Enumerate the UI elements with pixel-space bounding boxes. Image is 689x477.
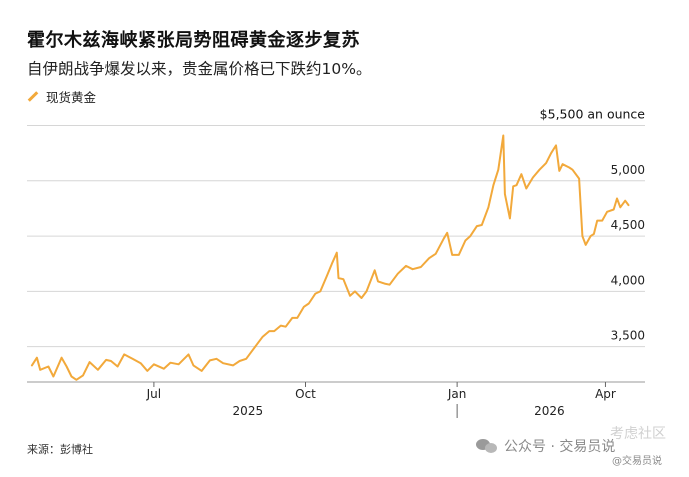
series-line-spot-gold [30,134,630,381]
year-label: 2025 [233,404,264,418]
x-tick-label: Apr [595,387,616,401]
watermark-faint: 考虑社区 [610,426,666,442]
y-unit-label: $5,500 an ounce [540,107,646,122]
y-tick-label: 4,500 [611,218,645,232]
legend: 现货黄金 [27,87,96,106]
x-tick-label: Jul [146,387,161,401]
legend-label: 现货黄金 [46,90,97,105]
chart-subtitle: 自伊朗战争爆发以来，贵金属价格已下跌约10%。 [27,60,372,78]
x-tick-label: Oct [295,387,316,401]
chart-title: 霍尔木兹海峡紧张局势阻碍黄金逐步复苏 [27,30,360,51]
watermark: 公众号 · 交易员说 [476,436,615,456]
x-tick-label: Jan [447,387,467,401]
y-tick-label: 5,000 [611,163,645,177]
year-label: 2026 [534,404,565,418]
y-tick-label: 3,500 [611,329,645,343]
watermark-text: 公众号 · 交易员说 [504,439,616,455]
source-note: 来源：彭博社 [27,443,93,456]
y-tick-label: 4,000 [611,273,645,287]
watermark-handle: @交易员说 [612,456,662,467]
wechat-icon [476,437,498,455]
